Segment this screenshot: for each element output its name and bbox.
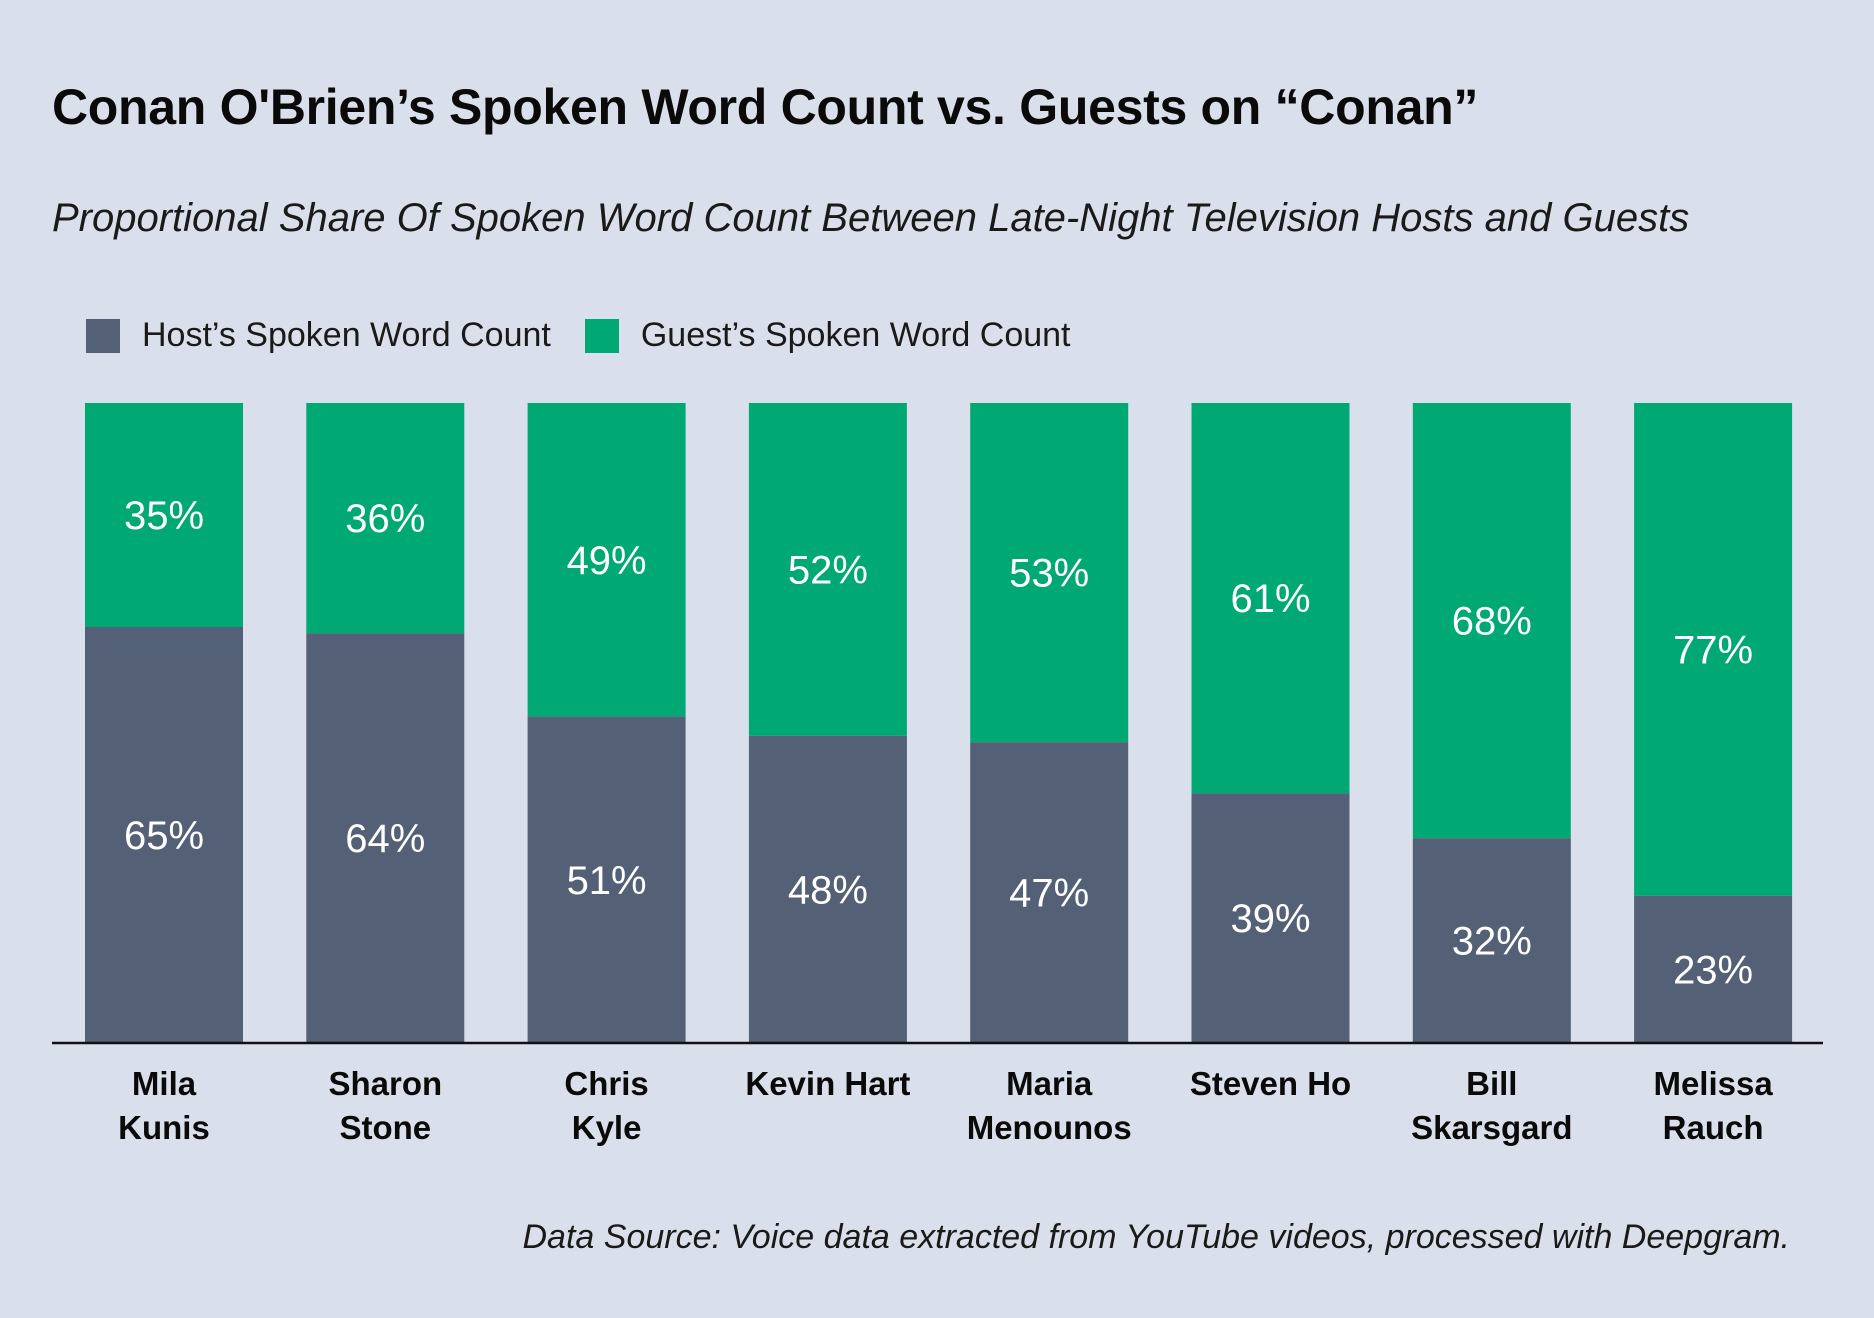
bar-host bbox=[85, 627, 243, 1043]
data-label-guest: 35% bbox=[124, 494, 204, 538]
category-label: Melissa bbox=[1653, 1065, 1773, 1102]
data-label-guest: 49% bbox=[567, 539, 647, 583]
category-label: Sharon bbox=[328, 1065, 442, 1102]
data-label-host: 47% bbox=[1009, 872, 1089, 916]
category-label: Steven Ho bbox=[1190, 1065, 1351, 1102]
bar-chart: 35% 65% Mila Kunis 36% 64% Sharon Stone 49% 51% Ch… bbox=[52, 403, 1823, 1146]
category-label: Menounos bbox=[967, 1109, 1132, 1146]
bar-host bbox=[1191, 793, 1350, 1043]
bar-host bbox=[1634, 895, 1793, 1043]
legend-label-host: Host’s Spoken Word Count bbox=[142, 316, 551, 354]
bar-guest bbox=[1412, 403, 1571, 839]
data-label-host: 64% bbox=[345, 817, 425, 861]
category-label: Rauch bbox=[1663, 1109, 1764, 1146]
legend-swatch-guest bbox=[584, 318, 619, 353]
bar-guest bbox=[85, 403, 243, 627]
chart-subtitle: Proportional Share Of Spoken Word Count … bbox=[52, 196, 1690, 240]
bar-host bbox=[970, 742, 1129, 1043]
data-label-guest: 36% bbox=[345, 497, 425, 541]
category-label: Skarsgard bbox=[1411, 1109, 1572, 1146]
bar-guest bbox=[970, 403, 1129, 743]
bar-host bbox=[527, 716, 686, 1043]
bar-host bbox=[748, 735, 907, 1043]
category-label: Kyle bbox=[572, 1109, 642, 1146]
bar-guest bbox=[306, 403, 465, 634]
category-label: Maria bbox=[1006, 1065, 1093, 1102]
category-label: Kevin Hart bbox=[745, 1065, 910, 1102]
category-label: Mila bbox=[132, 1065, 197, 1102]
category-label: Bill bbox=[1466, 1065, 1517, 1102]
legend-item-host: Host’s Spoken Word Count bbox=[86, 316, 551, 355]
chart-title: Conan O'Brien’s Spoken Word Count vs. Gu… bbox=[52, 79, 1479, 135]
category-label: Kunis bbox=[118, 1109, 210, 1146]
bar-guest bbox=[527, 403, 686, 717]
bar-host bbox=[306, 633, 465, 1043]
data-source-note: Data Source: Voice data extracted from Y… bbox=[522, 1218, 1791, 1256]
data-label-host: 51% bbox=[567, 859, 647, 903]
data-label-guest: 52% bbox=[788, 548, 868, 592]
category-label: Chris bbox=[564, 1065, 648, 1102]
data-label-guest: 77% bbox=[1673, 628, 1753, 672]
data-label-host: 48% bbox=[788, 868, 868, 912]
bar-guest bbox=[1191, 403, 1350, 794]
bar-guest bbox=[748, 403, 907, 736]
data-label-guest: 61% bbox=[1230, 577, 1310, 621]
data-label-host: 23% bbox=[1673, 948, 1753, 992]
bar-guest bbox=[1634, 403, 1793, 896]
legend-item-guest: Guest’s Spoken Word Count bbox=[584, 316, 1071, 355]
data-label-guest: 68% bbox=[1452, 600, 1532, 644]
bar-host bbox=[1412, 838, 1571, 1043]
legend-swatch-host bbox=[86, 318, 120, 353]
data-label-host: 32% bbox=[1452, 920, 1532, 964]
data-label-host: 39% bbox=[1230, 897, 1310, 941]
data-label-guest: 53% bbox=[1009, 552, 1089, 596]
legend-label-guest: Guest’s Spoken Word Count bbox=[640, 316, 1071, 354]
category-label: Stone bbox=[339, 1109, 431, 1146]
legend: Host’s Spoken Word Count Guest’s Spoken … bbox=[86, 316, 1105, 355]
data-label-host: 65% bbox=[124, 814, 204, 858]
